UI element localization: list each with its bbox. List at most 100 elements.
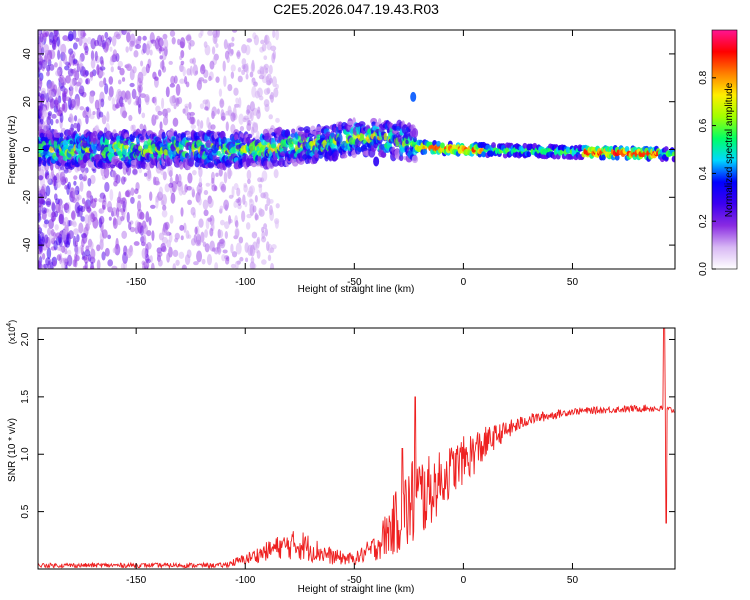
spectrogram-noise-cell	[154, 76, 159, 81]
spectrogram-x-ticks: -150 -100 -50 0 50	[126, 30, 578, 288]
spectrogram-noise-cell	[43, 43, 50, 53]
spectrogram-noise-cell	[70, 98, 76, 109]
spectrogram-noise-cell	[265, 241, 270, 252]
spectrogram-noise-cell	[109, 46, 113, 52]
spectrogram-noise-cell	[112, 49, 118, 58]
spectrogram-noise-cell	[74, 245, 81, 256]
spectrogram-noise-cell	[62, 53, 68, 65]
spectrogram-noise-cell	[215, 172, 219, 177]
spectrogram-noise-cell	[98, 197, 104, 203]
spectrogram-noise-cell	[107, 234, 112, 240]
spectrogram-noise-cell	[256, 238, 260, 249]
spectrogram-noise-cell	[65, 75, 71, 84]
spectrogram-noise-cell	[84, 70, 90, 77]
spectrogram-noise-cell	[164, 221, 170, 230]
spectrogram-noise-cell	[104, 181, 110, 193]
spectrogram-noise-cell	[272, 30, 276, 39]
spectrogram-ridge-cell	[216, 150, 221, 156]
spectrogram-noise-cell	[100, 59, 105, 67]
spectrogram-noise-cell	[261, 259, 267, 265]
spectrogram-noise-cell	[175, 97, 180, 107]
spectrogram-noise-cell	[108, 76, 114, 85]
spectrogram-noise-cell	[74, 84, 78, 92]
spectrogram-noise-cell	[249, 199, 255, 210]
spectrogram-noise-cell	[121, 230, 128, 239]
spectrogram-noise-cell	[233, 200, 238, 209]
spectrogram-noise-cell	[179, 37, 186, 49]
spectrogram-ridge-cell	[234, 134, 239, 141]
spectrogram-ridge-cell	[347, 120, 354, 126]
spectrogram-noise-cell	[100, 71, 105, 77]
spectrogram-feature	[373, 156, 380, 167]
spectrogram-panel: -150 -100 -50 0 50 -40 -20 0 20 40 Height of str…	[7, 29, 676, 295]
spectrogram-ridge-cell	[333, 150, 340, 158]
spectrogram-noise-cell	[219, 98, 224, 109]
spectrogram-noise-cell	[264, 35, 268, 46]
spectrogram-noise-cell	[85, 114, 89, 125]
spectrogram-x-tick-label: -150	[126, 277, 146, 288]
spectrogram-noise-cell	[158, 232, 164, 241]
spectrogram-noise-cell	[144, 93, 150, 103]
spectrogram-noise-cell	[202, 79, 208, 84]
spectrogram-noise-cell	[54, 224, 59, 231]
colorbar-tick-label: 0.0	[698, 262, 709, 276]
spectrogram-ridge-cell	[601, 154, 606, 161]
spectrogram-noise-cell	[201, 63, 205, 72]
spectrogram-noise-cell	[42, 106, 47, 118]
spectrogram-noise-cell	[125, 46, 129, 53]
spectrogram-noise-cell	[160, 242, 167, 253]
spectrogram-noise-cell	[234, 260, 239, 269]
snr-x-ticks: -150 -100 -50 0 50	[126, 328, 578, 586]
spectrogram-noise-cell	[142, 224, 148, 235]
spectrogram-noise-cell	[231, 251, 238, 258]
spectrogram-noise-cell	[101, 39, 106, 50]
spectrogram-noise-cell	[204, 229, 208, 238]
spectrogram-noise-cell	[142, 234, 147, 246]
spectrogram-noise-cell	[141, 112, 146, 119]
spectrogram-noise-cell	[273, 168, 279, 179]
spectrogram-noise-cell	[252, 205, 257, 213]
spectrogram-noise-cell	[172, 263, 177, 269]
spectrogram-noise-cell	[111, 170, 117, 177]
spectrogram-noise-cell	[38, 118, 41, 124]
spectrogram-noise-cell	[203, 190, 209, 196]
spectrogram-noise-cell	[115, 237, 119, 250]
spectrogram-noise-cell	[59, 77, 65, 83]
snr-x-axis-label: Height of straight line (km)	[298, 584, 415, 595]
spectrogram-noise-cell	[46, 247, 52, 260]
spectrogram-noise-cell	[59, 171, 66, 183]
spectrogram-noise-cell	[225, 121, 229, 132]
spectrogram-noise-cell	[82, 174, 88, 182]
spectrogram-noise-cell	[90, 38, 97, 50]
spectrogram-noise-cell	[187, 172, 193, 184]
spectrogram-noise-cell	[196, 119, 200, 127]
spectrogram-noise-cell	[182, 265, 186, 269]
spectrogram-noise-cell	[138, 86, 142, 98]
spectrogram-x-axis-label: Height of straight line (km)	[298, 284, 415, 295]
spectrogram-noise-cell	[192, 170, 197, 176]
spectrogram-noise-cell	[82, 37, 88, 45]
spectrogram-noise-cell	[94, 50, 98, 62]
spectrogram-noise-cell	[146, 241, 152, 250]
spectrogram-noise-cell	[68, 230, 74, 240]
spectrogram-noise-cell	[133, 50, 139, 58]
spectrogram-noise-cell	[242, 194, 246, 205]
spectrogram-noise-cell	[140, 60, 144, 67]
spectrogram-noise-cell	[53, 174, 57, 187]
spectrogram-noise-cell	[203, 209, 209, 217]
spectrogram-noise-cell	[50, 211, 57, 222]
spectrogram-noise-cell	[63, 216, 69, 228]
snr-x-tick-label: -50	[347, 575, 362, 586]
spectrogram-noise-cell	[273, 87, 279, 98]
spectrogram-noise-cell	[109, 188, 114, 201]
spectrogram-noise-cell	[132, 168, 138, 175]
spectrogram-noise-cell	[97, 98, 102, 110]
spectrogram-noise-cell	[267, 254, 272, 262]
spectrogram-noise-cell	[220, 115, 226, 121]
spectrogram-ridge-cell	[491, 142, 496, 149]
spectrogram-noise-cell	[192, 64, 198, 76]
spectrogram-noise-cell	[228, 48, 234, 57]
spectrogram-noise-cell	[86, 205, 91, 214]
spectrogram-noise-cell	[257, 106, 261, 114]
spectrogram-noise-cell	[250, 109, 254, 122]
